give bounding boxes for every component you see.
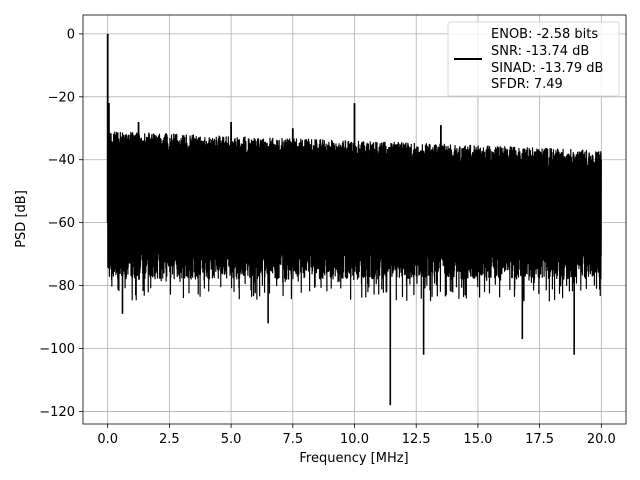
y-tick: −40 — [48, 153, 83, 168]
x-axis-ticks: 0.0 2.5 5.0 7.5 10.0 12.5 15.0 17.5 20.0 — [97, 424, 616, 447]
x-tick-label: 15.0 — [463, 432, 492, 447]
y-axis-ticks: 0 −20 −40 −60 −80 −100 −120 — [39, 27, 83, 420]
x-axis-label: Frequency [MHz] — [299, 451, 408, 466]
legend-entry-sinad: SINAD: -13.79 dB — [491, 61, 603, 76]
y-tick: −80 — [48, 279, 83, 294]
y-tick-label: 0 — [67, 27, 75, 42]
x-tick-label: 10.0 — [340, 432, 369, 447]
y-tick-label: −80 — [48, 279, 75, 294]
legend-entry-snr: SNR: -13.74 dB — [491, 44, 589, 59]
legend-box — [447, 21, 620, 97]
x-tick: 15.0 — [463, 424, 492, 447]
y-tick: 0 — [67, 27, 83, 42]
x-tick-label: 7.5 — [282, 432, 303, 447]
x-tick-label: 2.5 — [159, 432, 180, 447]
y-tick: −20 — [48, 90, 83, 105]
x-tick: 12.5 — [402, 424, 431, 447]
x-tick-label: 17.5 — [525, 432, 554, 447]
y-axis-label: PSD [dB] — [14, 190, 29, 248]
x-tick: 10.0 — [340, 424, 369, 447]
x-tick: 5.0 — [221, 424, 242, 447]
legend: ENOB: -2.58 bits SNR: -13.74 dB SINAD: -… — [447, 21, 620, 97]
y-tick-label: −20 — [48, 90, 75, 105]
x-tick: 0.0 — [97, 424, 118, 447]
x-tick: 20.0 — [587, 424, 616, 447]
legend-entry-sfdr: SFDR: 7.49 — [491, 77, 563, 92]
y-tick-label: −100 — [39, 342, 75, 357]
y-tick-label: −120 — [39, 405, 75, 420]
y-tick-label: −40 — [48, 153, 75, 168]
plot-area — [106, 33, 602, 406]
x-tick-label: 5.0 — [221, 432, 242, 447]
y-tick-label: −60 — [48, 216, 75, 231]
y-tick: −120 — [39, 405, 83, 420]
x-tick-label: 0.0 — [97, 432, 118, 447]
x-tick: 7.5 — [282, 424, 303, 447]
y-tick: −60 — [48, 216, 83, 231]
x-tick-label: 20.0 — [587, 432, 616, 447]
legend-entry-enob: ENOB: -2.58 bits — [491, 27, 598, 42]
x-tick-label: 12.5 — [402, 432, 431, 447]
x-tick: 2.5 — [159, 424, 180, 447]
x-tick: 17.5 — [525, 424, 554, 447]
y-tick: −100 — [39, 342, 83, 357]
